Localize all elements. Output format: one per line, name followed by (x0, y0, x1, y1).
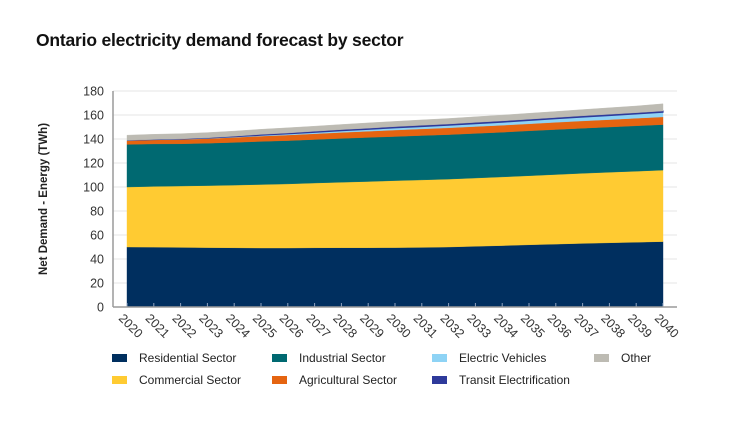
x-tick-label: 2034 (491, 311, 521, 341)
x-tick-label: 2033 (464, 311, 494, 341)
legend-item-other: Other (594, 351, 651, 365)
legend-item-transit-electrification: Transit Electrification (432, 373, 570, 387)
legend-label: Commercial Sector (139, 373, 242, 387)
legend-label: Transit Electrification (459, 373, 570, 387)
axes (112, 91, 677, 308)
x-tick-label: 2023 (196, 311, 226, 341)
x-tick-label: 2038 (598, 311, 628, 341)
x-tick-label: 2026 (277, 311, 307, 341)
legend-item-agricultural-sector: Agricultural Sector (272, 373, 397, 387)
y-axis-label: Net Demand - Energy (TWh) (38, 123, 50, 275)
y-tick-label: 160 (83, 109, 104, 123)
area-residential-sector (126, 241, 664, 308)
area-other (126, 103, 664, 141)
x-tick-label: 2025 (250, 311, 280, 341)
legend-label: Agricultural Sector (299, 373, 398, 387)
y-tick-label: 180 (83, 85, 104, 99)
legend-label: Other (621, 351, 652, 365)
y-tick-label: 140 (83, 133, 104, 147)
x-tick-label: 2020 (116, 311, 146, 341)
legend-swatch (432, 376, 447, 384)
legend-item-residential-sector: Residential Sector (112, 351, 236, 365)
x-tick-label: 2021 (143, 311, 173, 341)
legend-swatch (112, 376, 127, 384)
legend-item-industrial-sector: Industrial Sector (272, 351, 386, 365)
y-tick-label: 80 (90, 205, 104, 219)
x-tick-label: 2036 (545, 311, 575, 341)
legend-item-electric-vehicles: Electric Vehicles (432, 351, 546, 365)
x-tick-label: 2024 (223, 311, 253, 341)
x-tick-label: 2035 (518, 311, 548, 341)
x-tick-label: 2030 (384, 311, 414, 341)
x-tick-label: 2022 (169, 311, 199, 341)
x-tick-label: 2039 (625, 311, 655, 341)
y-tick-labels: 0 20 40 60 80 100 120 140 160 180 (83, 85, 104, 315)
x-tick-label: 2029 (357, 311, 387, 341)
x-tick-label: 2028 (330, 311, 360, 341)
y-tick-label: 60 (90, 229, 104, 243)
y-tick-label: 120 (83, 157, 104, 171)
legend-label: Electric Vehicles (459, 351, 547, 365)
legend-label: Residential Sector (139, 351, 237, 365)
x-tick-labels: 2020202120222023202420252026202720282029… (116, 311, 682, 341)
y-tick-label: 20 (90, 277, 104, 291)
legend-swatch (432, 354, 447, 362)
legend-item-commercial-sector: Commercial Sector (112, 373, 241, 387)
legend-swatch (272, 354, 287, 362)
x-tick-label: 2040 (652, 311, 682, 341)
x-tick-label: 2037 (571, 311, 601, 341)
y-tick-label: 100 (83, 181, 104, 195)
legend-swatch (594, 354, 609, 362)
y-tick-label: 40 (90, 253, 104, 267)
legend-swatch (272, 376, 287, 384)
legend-swatch (112, 354, 127, 362)
stacked-areas (126, 103, 664, 308)
x-tick-label: 2032 (437, 311, 467, 341)
chart-title: Ontario electricity demand forecast by s… (36, 30, 404, 50)
y-tick-label: 0 (97, 301, 104, 315)
x-tick-label: 2027 (303, 311, 333, 341)
legend-label: Industrial Sector (299, 351, 386, 365)
x-tick-label: 2031 (411, 311, 441, 341)
